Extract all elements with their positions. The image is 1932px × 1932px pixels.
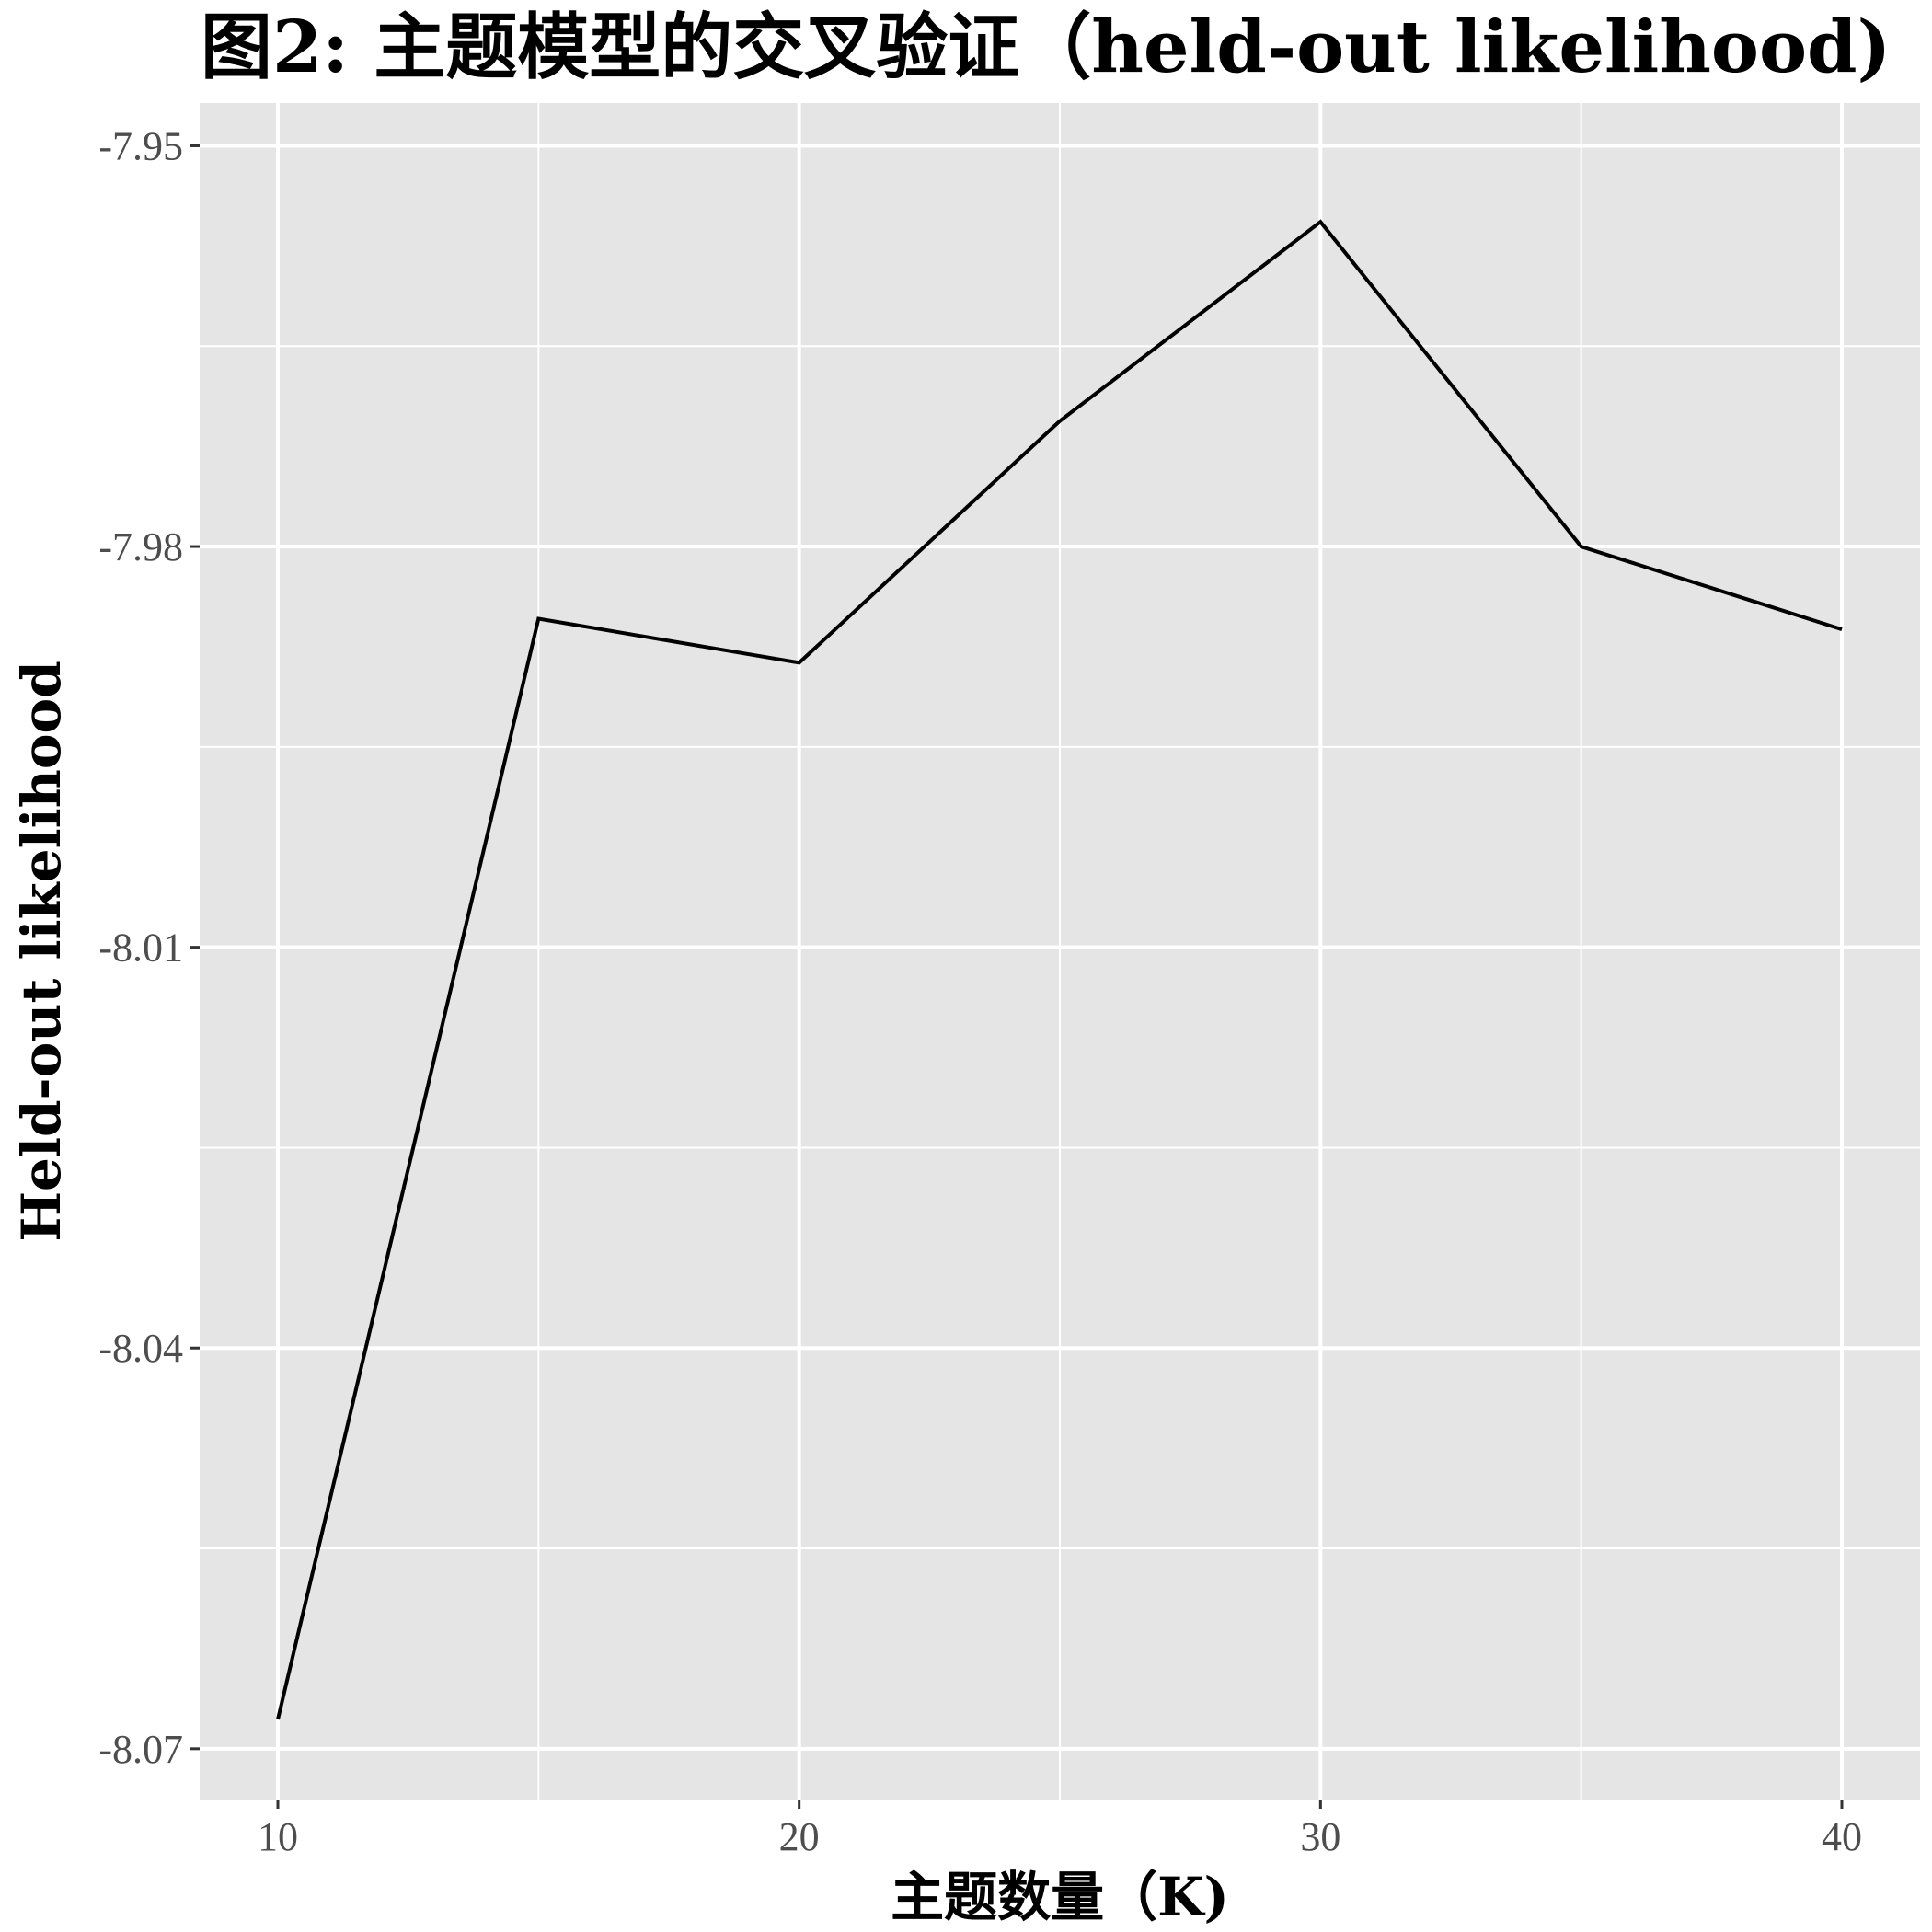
x-axis: 10 20 30 40 [258, 1800, 1862, 1859]
y-tick-label: -7.95 [98, 123, 183, 168]
x-tick-label: 10 [258, 1814, 298, 1859]
series-line [276, 219, 1843, 1720]
y-tick-label: -7.98 [98, 524, 183, 569]
y-tick-label: -8.07 [98, 1727, 183, 1772]
y-tick-label: -8.04 [98, 1326, 183, 1371]
grid-minor [200, 103, 1920, 1800]
y-axis-title: Held-out likelihood [10, 661, 73, 1242]
x-tick-label: 40 [1822, 1814, 1862, 1859]
chart-title: 图2: 主题模型的交叉验证（held-out likelihood) [201, 6, 1891, 89]
x-tick-label: 20 [779, 1814, 820, 1859]
y-tick-label: -8.01 [98, 926, 183, 971]
y-axis: -7.95 -7.98 -8.01 -8.04 -8.07 [98, 123, 200, 1772]
series-layer [276, 219, 1843, 1720]
grid-major [200, 103, 1920, 1800]
x-tick-label: 30 [1300, 1814, 1340, 1859]
x-axis-title: 主题数量（K) [891, 1866, 1229, 1928]
